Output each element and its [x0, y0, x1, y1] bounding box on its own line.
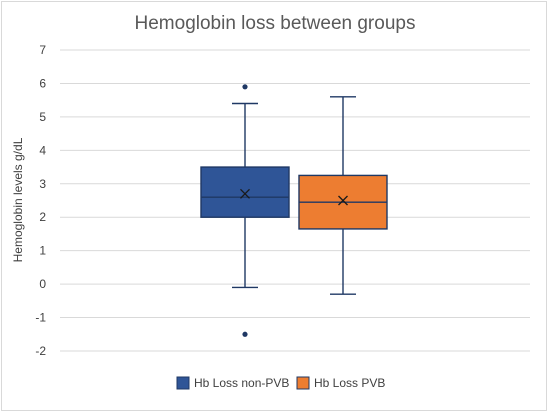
legend-label: Hb Loss PVB	[314, 376, 385, 390]
outlier-point	[242, 84, 248, 90]
box-series	[200, 84, 388, 337]
legend-label: Hb Loss non-PVB	[194, 376, 289, 390]
y-tick-label: -1	[35, 311, 46, 325]
y-tick-label: 6	[39, 76, 46, 90]
legend-swatch	[176, 376, 190, 390]
y-axis-label: Hemoglobin levels g/dL	[11, 137, 25, 262]
gridlines	[60, 49, 530, 352]
legend: Hb Loss non-PVB Hb Loss PVB	[176, 376, 385, 390]
y-tick-label: -2	[35, 344, 46, 358]
y-tick-label: 7	[39, 43, 46, 57]
box-non-pvb	[200, 84, 290, 337]
y-tick-labels: -2 -1 0 1 2 3 4 5 6 7	[35, 43, 46, 358]
iqr-box	[200, 166, 290, 218]
y-tick-label: 4	[39, 143, 46, 157]
y-tick-label: 3	[39, 177, 46, 191]
y-tick-label: 2	[39, 210, 46, 224]
outlier-point	[242, 331, 248, 337]
y-tick-label: 0	[39, 277, 46, 291]
y-tick-label: 5	[39, 110, 46, 124]
legend-swatch	[296, 376, 310, 390]
box-pvb	[298, 96, 388, 295]
chart-title: Hemoglobin loss between groups	[135, 13, 416, 34]
mean-marker	[240, 188, 250, 199]
y-tick-label: 1	[39, 244, 46, 258]
mean-marker	[338, 195, 348, 206]
